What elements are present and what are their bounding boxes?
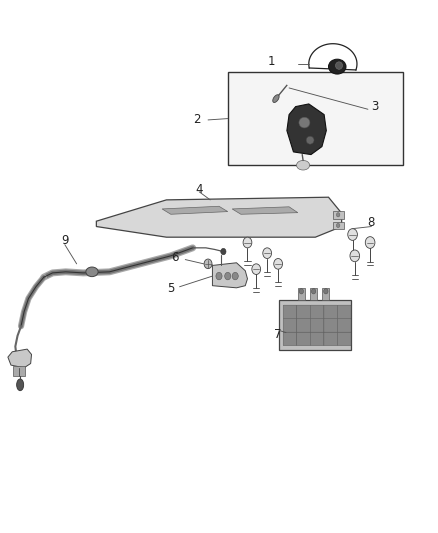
Polygon shape: [96, 197, 342, 237]
Text: 1: 1: [268, 55, 276, 68]
Bar: [322, 288, 329, 300]
Text: 4: 4: [195, 183, 203, 196]
Bar: [228, 72, 403, 165]
FancyBboxPatch shape: [283, 332, 297, 345]
Circle shape: [216, 272, 222, 280]
Polygon shape: [162, 206, 228, 214]
FancyBboxPatch shape: [337, 332, 351, 345]
Text: 3: 3: [371, 100, 378, 113]
Circle shape: [299, 289, 304, 294]
Circle shape: [204, 259, 212, 269]
FancyBboxPatch shape: [297, 305, 310, 319]
Text: 7: 7: [274, 328, 282, 341]
Bar: [310, 288, 317, 300]
Circle shape: [348, 229, 357, 240]
FancyBboxPatch shape: [310, 332, 324, 345]
FancyBboxPatch shape: [283, 305, 297, 319]
Bar: [298, 288, 305, 300]
Ellipse shape: [297, 160, 310, 170]
Circle shape: [336, 213, 340, 217]
Text: 2: 2: [193, 114, 201, 126]
Circle shape: [336, 223, 340, 228]
Polygon shape: [8, 349, 32, 368]
Circle shape: [252, 264, 261, 274]
FancyBboxPatch shape: [324, 305, 337, 319]
Bar: [333, 211, 344, 219]
FancyBboxPatch shape: [283, 319, 297, 332]
Circle shape: [225, 272, 231, 280]
Circle shape: [311, 289, 316, 294]
Polygon shape: [232, 207, 298, 214]
Circle shape: [350, 250, 360, 262]
Ellipse shape: [299, 117, 310, 128]
Bar: [13, 366, 25, 376]
FancyBboxPatch shape: [337, 305, 351, 319]
Text: 8: 8: [368, 216, 375, 229]
Ellipse shape: [306, 136, 314, 144]
Circle shape: [221, 248, 226, 255]
FancyBboxPatch shape: [297, 319, 310, 332]
Circle shape: [232, 272, 238, 280]
FancyBboxPatch shape: [324, 319, 337, 332]
Ellipse shape: [328, 59, 346, 74]
Ellipse shape: [336, 62, 343, 69]
Ellipse shape: [17, 379, 24, 391]
FancyBboxPatch shape: [337, 319, 351, 332]
Ellipse shape: [86, 267, 98, 277]
FancyBboxPatch shape: [310, 305, 324, 319]
FancyBboxPatch shape: [324, 332, 337, 345]
Text: 9: 9: [61, 235, 69, 247]
Text: 6: 6: [171, 252, 179, 264]
Bar: [333, 222, 344, 229]
FancyBboxPatch shape: [310, 319, 324, 332]
FancyBboxPatch shape: [279, 300, 351, 351]
Circle shape: [243, 237, 252, 248]
Circle shape: [263, 248, 272, 259]
FancyBboxPatch shape: [297, 332, 310, 345]
Circle shape: [324, 289, 328, 294]
Polygon shape: [212, 263, 247, 288]
Circle shape: [365, 237, 375, 248]
Ellipse shape: [273, 95, 279, 102]
Circle shape: [274, 259, 283, 269]
Text: 5: 5: [167, 282, 174, 295]
Polygon shape: [287, 104, 326, 155]
